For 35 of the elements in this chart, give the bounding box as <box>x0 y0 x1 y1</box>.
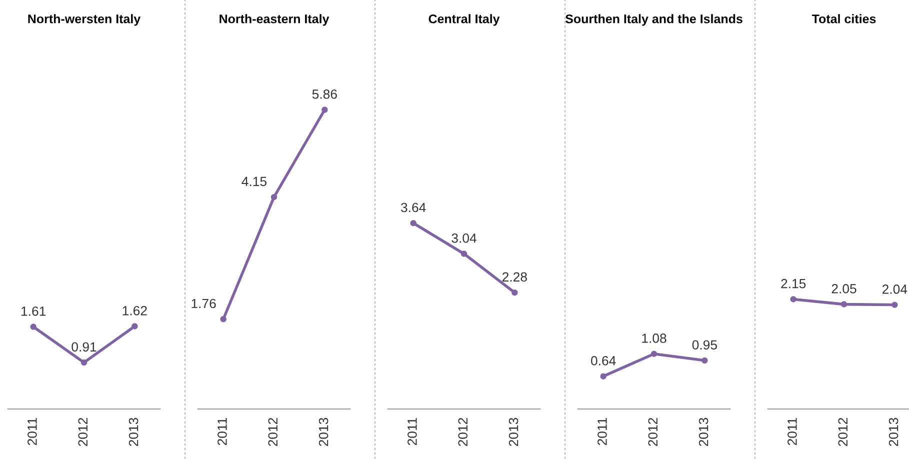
chart-title: North-wersten Italy <box>28 14 141 26</box>
data-label: 1.61 <box>22 306 46 316</box>
data-label: 1.62 <box>122 306 147 316</box>
data-label: 3.64 <box>401 202 426 212</box>
data-label: 2.28 <box>502 272 527 282</box>
data-label: 2.05 <box>832 284 856 294</box>
x-tick-label: 2011 <box>408 418 417 446</box>
chart-title: Sourthen Italy and the Islands <box>565 14 742 26</box>
data-label: 5.86 <box>312 89 337 99</box>
data-label: 0.64 <box>591 356 616 366</box>
x-tick-label: 2012 <box>458 418 468 446</box>
x-tick-label: 2013 <box>508 418 518 446</box>
x-tick-label: 2012 <box>78 418 88 446</box>
data-label: 3.04 <box>452 233 476 243</box>
data-label: 0.95 <box>692 340 717 350</box>
x-tick-label: 2013 <box>128 418 138 446</box>
x-tick-label: 2012 <box>838 418 848 446</box>
x-tick-label: 2011 <box>28 418 37 446</box>
x-tick-label: 2012 <box>268 418 278 446</box>
data-label: 0.91 <box>72 342 96 352</box>
data-label: 4.15 <box>242 176 267 186</box>
chart-title: Total cities <box>812 14 876 24</box>
x-tick-label: 2012 <box>648 418 658 446</box>
chart-title: Central Italy <box>428 14 500 26</box>
x-tick-label: 2011 <box>598 418 607 446</box>
x-tick-label: 2013 <box>698 418 708 446</box>
x-tick-label: 2013 <box>318 418 328 446</box>
data-label: 1.76 <box>192 298 216 308</box>
chart-title: North-eastern Italy <box>220 14 330 26</box>
data-label: 2.15 <box>781 278 806 288</box>
x-tick-label: 2011 <box>218 418 227 446</box>
x-tick-label: 2013 <box>888 418 898 446</box>
x-tick-label: 2011 <box>788 418 797 446</box>
data-label: 1.08 <box>642 334 666 343</box>
data-label: 2.04 <box>882 284 908 294</box>
